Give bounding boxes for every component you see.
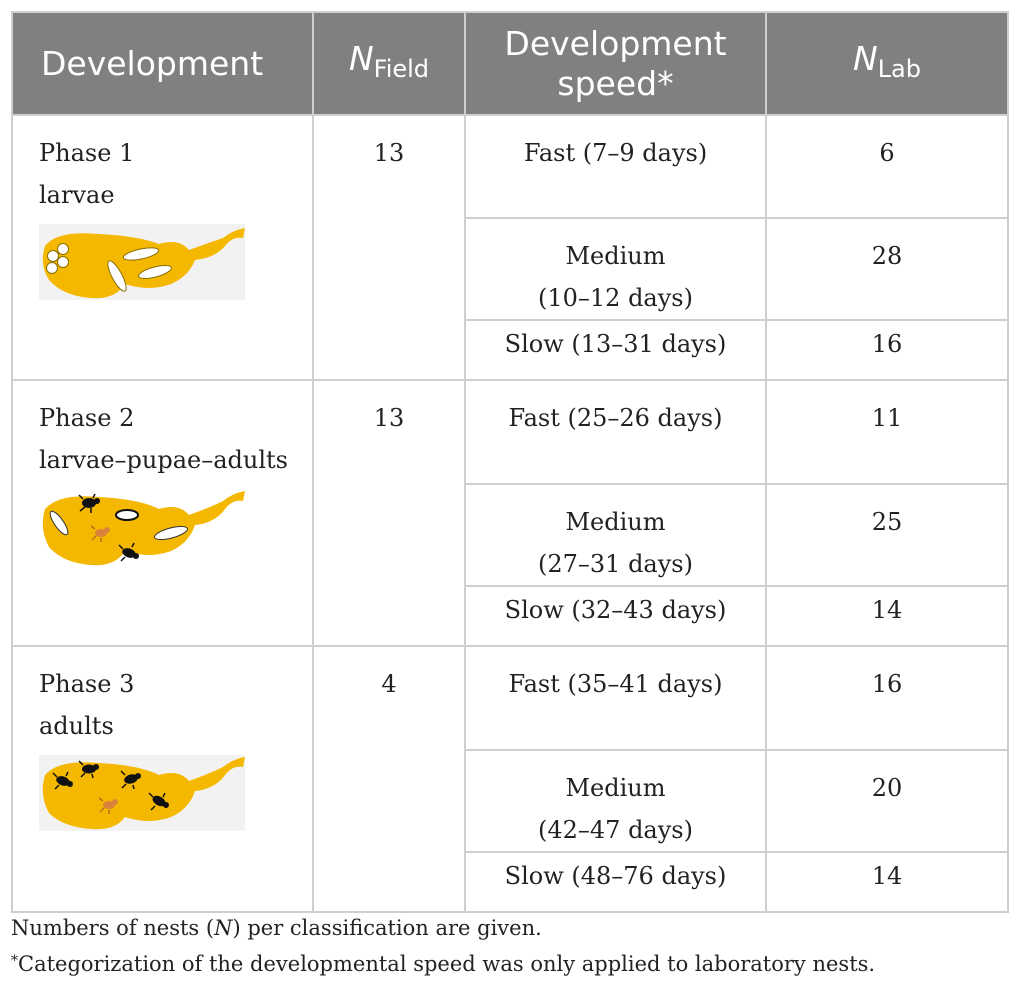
phase-2-label: Phase 2 (39, 404, 135, 432)
nest-adults-icon (39, 755, 245, 831)
phase-3-n-lab-slow: 14 (765, 851, 1009, 913)
phase-2-stage: larvae–pupae–adults (39, 446, 288, 474)
phase-3-speed-medium: Medium (42–47 days) (464, 749, 767, 853)
footnote-speed-text: Categorization of the developmental spee… (18, 952, 876, 976)
header-n-lab: NLab (765, 11, 1009, 116)
phase-3-speed-slow: Slow (48–76 days) (464, 851, 767, 913)
header-development: Development (11, 11, 314, 116)
phase-2-n-lab-slow: 14 (765, 585, 1009, 647)
header-n-field-symbol: N (348, 38, 374, 78)
header-n-lab-sub: Lab (877, 54, 921, 83)
table-footnotes: Numbers of nests (N) per classification … (11, 912, 1011, 981)
phase-1-n-lab-medium: 28 (765, 217, 1009, 321)
phase-1-speed-fast: Fast (7–9 days) (464, 114, 767, 219)
phase-2-cell: Phase 2 larvae–pupae–adults (11, 379, 314, 647)
footnote-nests-before: Numbers of nests ( (11, 916, 215, 940)
phase-3-n-field: 4 (312, 645, 466, 913)
footnote-nests-after: ) per classification are given. (232, 916, 542, 940)
phase-1-label: Phase 1 (39, 139, 135, 167)
phase-3-n-lab-medium: 20 (765, 749, 1009, 853)
table-row: Slow (48–76 days) 14 (12, 851, 1009, 913)
phase-1-n-lab-slow: 16 (765, 319, 1009, 381)
phase-1-speed-medium-line2: (10–12 days) (538, 284, 693, 312)
footnote-marker: * (11, 953, 18, 969)
phase-2-n-lab-fast: 11 (765, 379, 1009, 485)
table-row: Phase 1 larvae 13 Fast (7–9 days) 6 (11, 114, 1009, 381)
phase-3-speed-fast: Fast (35–41 days) (464, 645, 767, 751)
phase-1-n-field: 13 (312, 114, 466, 381)
footnote-nests: Numbers of nests (N) per classification … (11, 912, 1011, 945)
development-table: Development NField Development speed* NL… (11, 11, 1009, 913)
footnote-nests-n: N (214, 916, 233, 940)
phase-3-n-lab-fast: 16 (765, 645, 1009, 751)
phase-2-speed-medium: Medium (27–31 days) (464, 483, 767, 587)
phase-2-n-field: 13 (312, 379, 466, 647)
phase-1-stage: larvae (39, 181, 115, 209)
header-row: Development NField Development speed* NL… (11, 11, 1009, 116)
phase-3-stage: adults (39, 712, 114, 740)
table-row: Medium (27–31 days) 25 (12, 483, 1009, 587)
phase-2-speed-medium-line2: (27–31 days) (538, 550, 693, 578)
phase-3-cell: Phase 3 adults (11, 645, 314, 913)
header-n-lab-symbol: N (853, 38, 878, 78)
phase-1-cell: Phase 1 larvae (11, 114, 314, 381)
nest-larvae-pupae-adults-icon (42, 491, 245, 566)
header-n-field-sub: Field (373, 54, 430, 83)
phase-2-n-lab-medium: 25 (765, 483, 1009, 587)
phase-2-speed-medium-line1: Medium (565, 508, 666, 536)
table-row: Phase 2 larvae–pupae–adults (11, 379, 1009, 647)
phase-2-speed-fast: Fast (25–26 days) (464, 379, 767, 485)
table-row: Slow (13–31 days) 16 (12, 319, 1009, 381)
phase-3-label: Phase 3 (39, 670, 135, 698)
phase-1-speed-slow: Slow (13–31 days) (464, 319, 767, 381)
table-row: Slow (32–43 days) 14 (12, 585, 1009, 647)
phase-3-speed-medium-line2: (42–47 days) (538, 816, 693, 844)
phase-2-speed-slow: Slow (32–43 days) (464, 585, 767, 647)
table-row: Medium (42–47 days) 20 (12, 749, 1009, 853)
nest-larvae-icon (39, 224, 245, 300)
header-n-field: NField (312, 11, 466, 116)
phase-3-speed-medium-line1: Medium (565, 774, 666, 802)
phase-1-speed-medium-line1: Medium (565, 242, 666, 270)
footnote-speed: *Categorization of the developmental spe… (11, 945, 1011, 981)
phase-1-speed-medium: Medium (10–12 days) (464, 217, 767, 321)
header-development-speed: Development speed* (464, 11, 767, 116)
table-row: Medium (10–12 days) 28 (12, 217, 1009, 321)
phase-1-n-lab-fast: 6 (765, 114, 1009, 219)
table-row: Phase 3 adults (11, 645, 1009, 913)
